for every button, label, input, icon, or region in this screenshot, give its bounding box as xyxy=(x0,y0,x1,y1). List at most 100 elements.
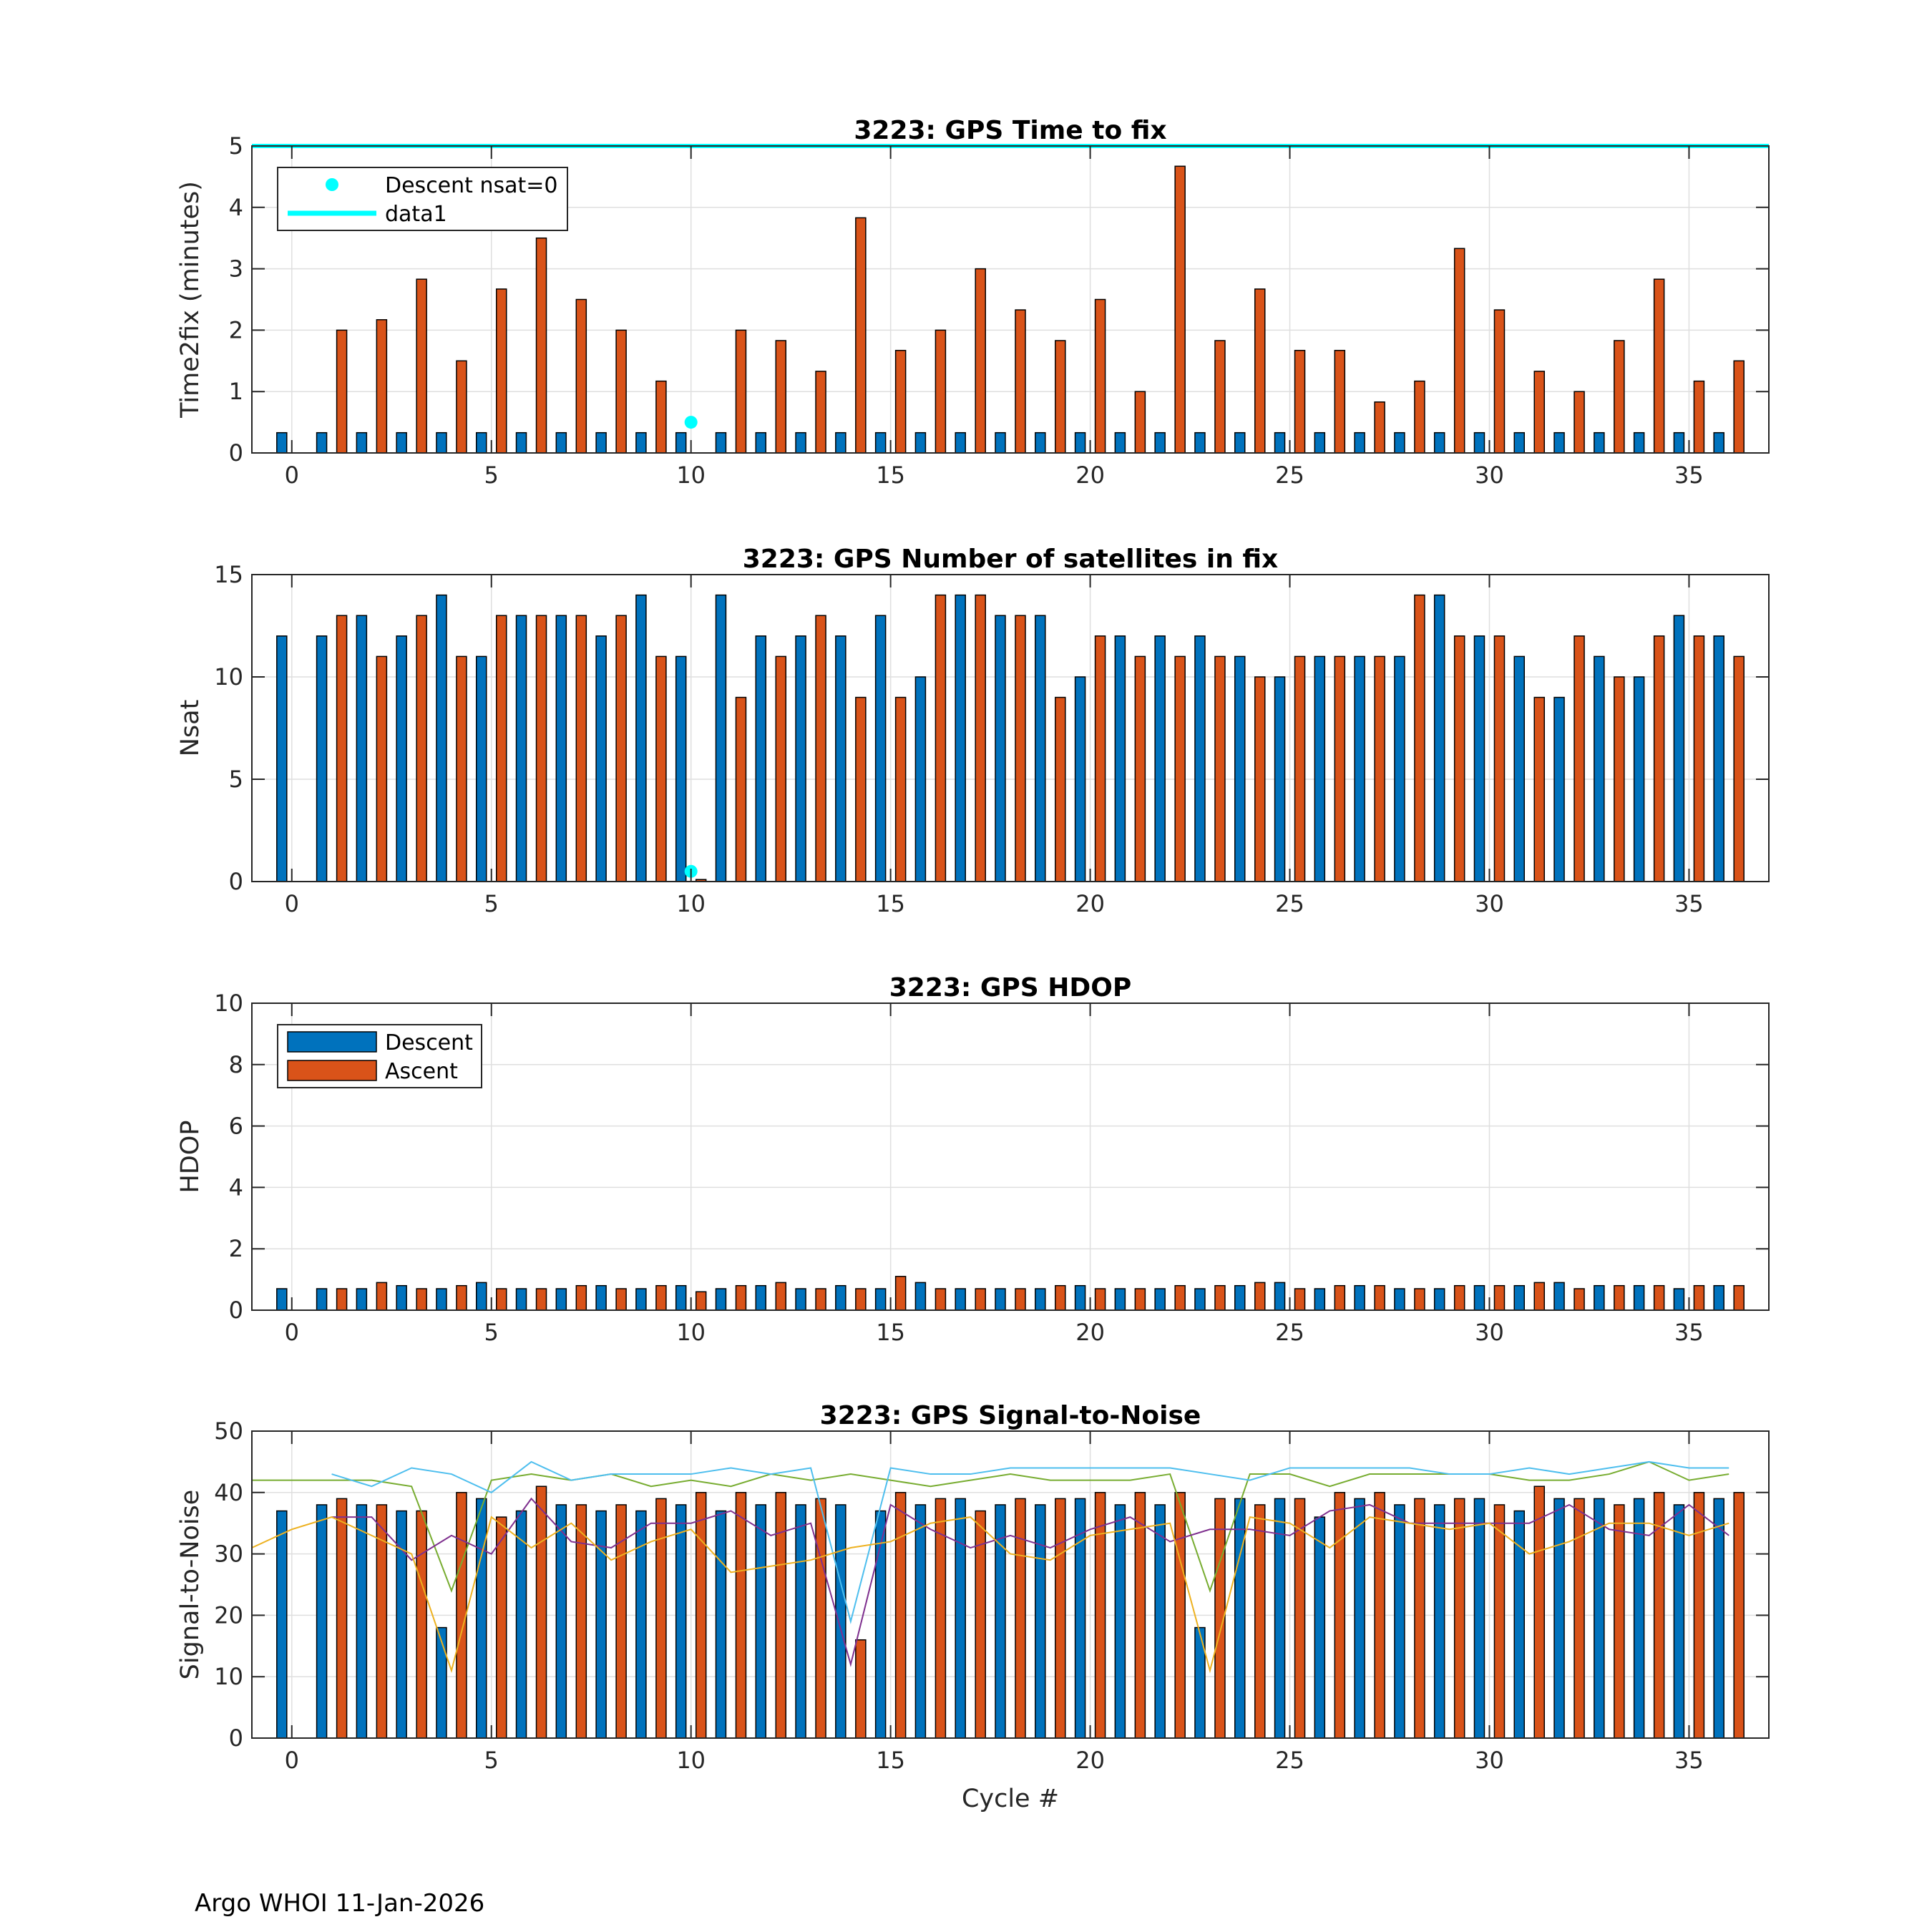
bar-ascent-cycle-27 xyxy=(1374,1284,1385,1311)
bar-descent-cycle-23 xyxy=(1194,1288,1206,1311)
y-tick-label: 30 xyxy=(214,1541,243,1568)
bar-ascent-cycle-9 xyxy=(655,1284,667,1311)
bar-ascent-cycle-13 xyxy=(815,371,826,454)
bar-descent-cycle-17 xyxy=(955,1288,966,1311)
bar-descent-cycle-4 xyxy=(436,431,447,454)
bar-descent-cycle-7 xyxy=(555,1504,567,1739)
bar-ascent-cycle-31 xyxy=(1533,1282,1546,1311)
bar-descent-cycle-24 xyxy=(1234,1284,1246,1311)
bar-descent-cycle-11 xyxy=(715,1510,727,1739)
bar-ascent-cycle-11 xyxy=(735,696,747,882)
y-tick-label: 40 xyxy=(214,1479,243,1506)
bar-ascent-cycle-35 xyxy=(1693,635,1705,882)
bar-ascent-cycle-32 xyxy=(1574,391,1585,454)
bar-ascent-cycle-24 xyxy=(1254,676,1266,882)
bar-descent-cycle-17 xyxy=(955,594,966,882)
bar-descent-cycle-35 xyxy=(1673,1504,1685,1739)
bar-descent-cycle-22 xyxy=(1154,431,1166,454)
x-tick-label: 0 xyxy=(285,1319,299,1346)
bar-descent-cycle-15 xyxy=(874,615,887,882)
bar-descent-cycle-3 xyxy=(396,635,407,882)
bar-ascent-cycle-30 xyxy=(1493,1284,1506,1311)
bar-ascent-cycle-14 xyxy=(855,696,867,882)
y-tick-label: 0 xyxy=(229,439,243,467)
bar-descent-cycle-13 xyxy=(795,1504,806,1739)
bar-ascent-cycle-33 xyxy=(1614,340,1625,454)
bar-descent-cycle-24 xyxy=(1234,655,1246,882)
bar-descent-cycle-19 xyxy=(1035,1504,1046,1739)
bar-ascent-cycle-36 xyxy=(1733,1284,1745,1311)
bar-ascent-cycle-27 xyxy=(1374,1492,1385,1739)
bar-ascent-cycle-8 xyxy=(615,615,627,882)
axes-box xyxy=(251,1002,1770,1311)
bar-ascent-cycle-24 xyxy=(1254,1504,1266,1739)
y-tick-label: 5 xyxy=(229,132,243,160)
x-tick-label: 25 xyxy=(1275,462,1304,489)
panel-nsat: 0 5 10 15 20 25 30 35 0 5 10 15 3223: GPS Number of … xyxy=(176,545,1770,917)
bar-ascent-cycle-4 xyxy=(456,655,467,882)
x-tick-label: 5 xyxy=(484,462,499,489)
x-tick-label: 5 xyxy=(484,1747,499,1774)
bar-descent-cycle-10 xyxy=(675,1504,687,1739)
bar-ascent-cycle-26 xyxy=(1334,349,1346,454)
bar-ascent-cycle-20 xyxy=(1094,635,1106,882)
bar-descent-cycle-1 xyxy=(316,1504,328,1739)
bar-ascent-cycle-33 xyxy=(1614,1504,1625,1739)
bar-descent-cycle-12 xyxy=(755,431,767,454)
x-tick-label: 10 xyxy=(676,890,706,917)
x-tick-label: 0 xyxy=(285,890,299,917)
bar-descent-cycle-34 xyxy=(1633,1284,1645,1311)
y-tick-label: 50 xyxy=(214,1418,243,1445)
bar-ascent-cycle-8 xyxy=(615,1288,627,1311)
x-tick-label: 5 xyxy=(484,890,499,917)
bar-descent-cycle-28 xyxy=(1394,431,1405,454)
bar-ascent-cycle-1 xyxy=(336,615,348,882)
bar-ascent-cycle-13 xyxy=(815,1498,826,1739)
legend-label: Descent xyxy=(385,1030,473,1055)
y-tick-label: 0 xyxy=(229,868,243,895)
bar-descent-cycle-28 xyxy=(1394,655,1405,882)
bar-ascent-cycle-15 xyxy=(894,1492,907,1739)
y-tick-label: 4 xyxy=(229,194,243,221)
bar-ascent-cycle-15 xyxy=(894,696,907,882)
bar-ascent-cycle-5 xyxy=(495,1288,507,1311)
bar-descent-cycle-8 xyxy=(595,635,607,882)
chart-title: 3223: GPS Number of satellites in fix xyxy=(743,545,1279,574)
bar-ascent-cycle-10 xyxy=(695,1492,707,1739)
bar-descent-cycle-24 xyxy=(1234,431,1246,454)
bar-ascent-cycle-27 xyxy=(1374,401,1385,454)
bar-ascent-cycle-30 xyxy=(1493,635,1506,882)
bar-descent-cycle-14 xyxy=(835,635,847,882)
bar-descent-cycle-10 xyxy=(675,431,687,454)
bar-ascent-cycle-5 xyxy=(495,615,507,882)
bar-ascent-cycle-20 xyxy=(1094,1492,1106,1739)
bar-descent-cycle-26 xyxy=(1314,1516,1326,1739)
bar-descent-cycle-32 xyxy=(1553,431,1565,454)
x-tick-label: 25 xyxy=(1275,1747,1304,1774)
y-tick-label: 10 xyxy=(214,990,243,1017)
x-tick-label: 25 xyxy=(1275,1319,1304,1346)
bar-descent-cycle-23 xyxy=(1194,431,1206,454)
x-tick-label: 0 xyxy=(285,1747,299,1774)
legend: Descent nsat=0 data1 xyxy=(277,167,568,231)
bar-descent-cycle-34 xyxy=(1633,431,1645,454)
bar-descent-cycle-20 xyxy=(1074,1284,1086,1311)
bar-descent-cycle-28 xyxy=(1394,1288,1405,1311)
bar-descent-cycle-31 xyxy=(1513,1510,1526,1739)
bar-ascent-cycle-32 xyxy=(1574,635,1585,882)
legend: Descent Ascent xyxy=(277,1024,482,1088)
legend-marker-icon xyxy=(326,178,338,191)
bar-ascent-cycle-3 xyxy=(416,1288,427,1311)
y-axis-label: HDOP xyxy=(176,1121,205,1194)
y-axis-label: Time2fix (minutes) xyxy=(176,181,205,419)
bar-ascent-cycle-11 xyxy=(735,1492,747,1739)
bar-descent-cycle-29 xyxy=(1433,1288,1445,1311)
bar-descent-cycle-31 xyxy=(1513,431,1526,454)
y-tick-label: 4 xyxy=(229,1174,243,1201)
bar-ascent-cycle-9 xyxy=(655,1498,667,1739)
bar-descent-cycle-12 xyxy=(755,1504,767,1739)
bar-ascent-cycle-18 xyxy=(1015,309,1026,454)
legend-swatch-icon xyxy=(287,1060,377,1081)
x-tick-label: 35 xyxy=(1674,890,1704,917)
bar-ascent-cycle-35 xyxy=(1693,1492,1705,1739)
